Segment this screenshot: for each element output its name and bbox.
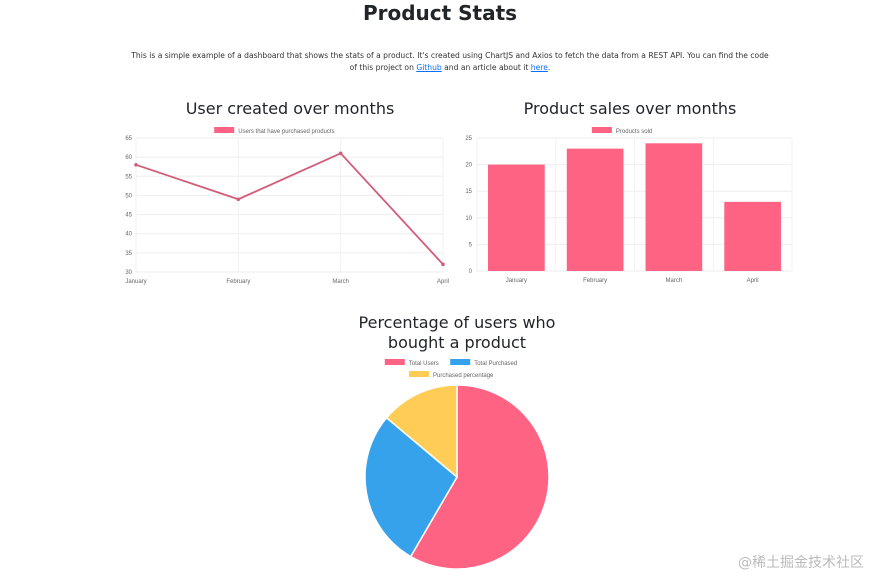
pie-slice: [409, 384, 550, 570]
line-y-tick: 65: [125, 136, 132, 142]
bar-y-tick: 5: [469, 242, 473, 248]
pie-slice: [385, 384, 458, 479]
line-point: [441, 262, 445, 267]
line-series: [135, 152, 444, 265]
watermark: @稀土掘金技术社区: [738, 555, 864, 571]
bar-x-tick: April: [747, 278, 759, 284]
github-link[interactable]: Github: [416, 63, 442, 72]
page-title: Product Stats: [362, 1, 518, 25]
line-point: [236, 197, 241, 202]
bar: [645, 143, 703, 271]
pie-legend-swatch: [450, 359, 471, 365]
pie-slice: [364, 416, 458, 558]
line-point: [134, 163, 138, 167]
line-y-tick: 60: [125, 155, 132, 161]
bar: [724, 201, 781, 271]
bar-y-tick: 20: [465, 163, 472, 169]
bar-chart-title: Product sales over months: [523, 99, 737, 118]
line-y-tick: 55: [125, 174, 132, 180]
pie-legend-swatch: [384, 359, 405, 365]
description-text: .: [547, 63, 551, 72]
line-point: [338, 151, 343, 156]
bar-x-tick: March: [666, 278, 683, 284]
pie-chart-title: Percentage of users who bought a product: [300, 313, 614, 353]
pie-legend-label: Total Users: [409, 361, 439, 367]
bar-x-tick: February: [583, 278, 607, 284]
pie-legend-label: Total Purchased: [474, 361, 517, 367]
line-chart-title: User created over months: [185, 99, 395, 118]
description-text: This is a simple example of a dashboard …: [131, 51, 769, 72]
line-x-tick: April: [437, 279, 449, 285]
bar-y-tick: 0: [469, 269, 473, 275]
line-y-tick: 40: [125, 232, 132, 238]
bar-legend-label: Products sold: [616, 129, 652, 135]
description-text: and an article about it: [441, 63, 531, 72]
line-legend-label: Users that have purchased products: [238, 129, 334, 135]
pie-title-line2: bought a product: [387, 333, 527, 352]
bar: [488, 164, 545, 271]
bar: [566, 148, 624, 271]
line-x-tick: January: [125, 279, 146, 285]
pie-legend-label: Purchased percentage: [433, 373, 494, 379]
line-legend-swatch: [214, 127, 235, 133]
bar-y-tick: 15: [465, 189, 472, 195]
bar-y-tick: 25: [465, 136, 472, 142]
bar-legend-swatch: [591, 127, 612, 133]
line-y-tick: 45: [125, 213, 132, 219]
line-y-tick: 50: [125, 193, 132, 199]
line-x-tick: February: [226, 279, 250, 285]
pie-legend-swatch: [409, 371, 429, 377]
bar-x-tick: January: [506, 278, 527, 284]
article-link[interactable]: here: [530, 63, 548, 72]
bar-y-tick: 10: [465, 216, 472, 222]
line-y-tick: 35: [125, 251, 132, 257]
line-y-tick: 30: [125, 270, 132, 276]
pie-title-line1: Percentage of users who: [358, 313, 556, 332]
line-x-tick: March: [332, 279, 349, 285]
page-description: This is a simple example of a dashboard …: [130, 50, 770, 74]
